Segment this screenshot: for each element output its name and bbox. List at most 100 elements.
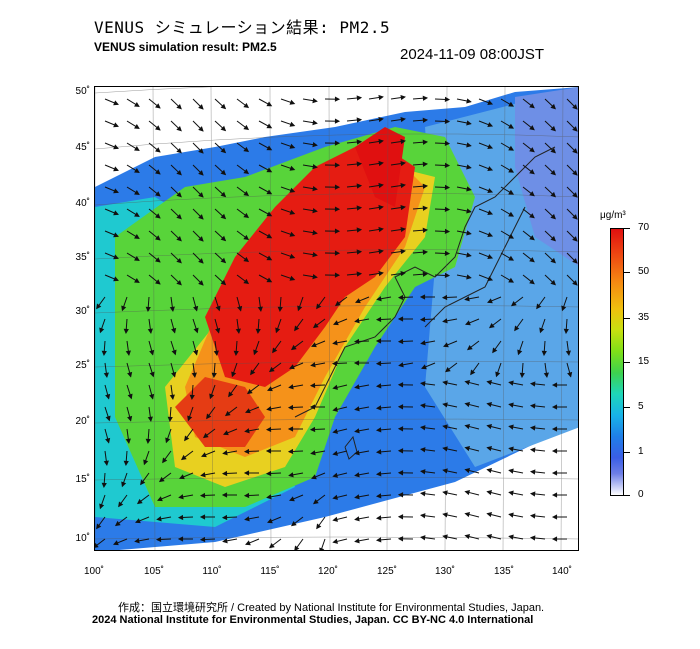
wind-arrow-head xyxy=(332,494,338,500)
wind-arrow-head xyxy=(543,372,549,378)
wind-arrow-head xyxy=(422,249,429,255)
wind-arrow-head xyxy=(134,538,140,544)
map-panel[interactable] xyxy=(94,86,579,551)
wind-arrow-head xyxy=(316,303,322,310)
wind-arrow-head xyxy=(266,406,272,412)
wind-arrow-head xyxy=(420,469,426,475)
wind-arrow-head xyxy=(145,306,151,313)
wind-arrow-head xyxy=(198,192,204,198)
wind-arrow-head xyxy=(332,450,338,456)
wind-arrow-head xyxy=(378,204,384,211)
wind-arrow-head xyxy=(508,468,514,474)
wind-arrow-head xyxy=(268,366,275,373)
wind-arrow-head xyxy=(311,474,317,480)
wind-arrow-head xyxy=(125,438,131,444)
wind-arrow-head xyxy=(243,278,250,285)
wind-arrow-head xyxy=(334,96,341,102)
wind-arrow-head xyxy=(155,213,161,219)
wind-arrow-head xyxy=(375,360,382,367)
wind-arrow-head xyxy=(550,169,556,176)
wind-arrow-head xyxy=(400,138,406,145)
wind-arrow-head xyxy=(529,381,536,387)
wind-arrow-head xyxy=(309,426,316,433)
wind-arrow-head xyxy=(550,213,556,220)
wind-arrow-head xyxy=(162,457,168,464)
wind-arrow-head xyxy=(444,140,451,147)
wind-arrow-head xyxy=(267,518,273,524)
wind-arrow-head xyxy=(551,404,558,410)
wind-arrow-head xyxy=(287,448,294,455)
wind-arrow-head xyxy=(422,117,429,123)
wind-arrow-head xyxy=(311,342,317,348)
wind-arrow-head xyxy=(397,470,404,476)
wind-arrow-head xyxy=(149,349,155,356)
wind-arrow-head xyxy=(127,393,133,400)
wind-arrow-head xyxy=(397,492,404,498)
wind-arrow-head xyxy=(487,144,494,150)
wind-arrow-head xyxy=(289,253,296,259)
wind-arrow-head xyxy=(444,250,451,257)
wind-arrow-head xyxy=(290,344,297,351)
wind-arrow-head xyxy=(572,192,578,198)
wind-arrow-head xyxy=(222,450,228,456)
wind-arrow-head xyxy=(134,211,140,217)
wind-arrow-head xyxy=(529,147,535,153)
wind-arrow-head xyxy=(508,189,515,195)
wind-arrow-head xyxy=(354,494,360,500)
wind-arrow-head xyxy=(422,139,429,145)
wind-arrow-head xyxy=(464,490,471,496)
wind-arrow-head xyxy=(155,125,161,131)
wind-arrow-head xyxy=(134,255,140,261)
wind-arrow-head xyxy=(514,325,520,332)
wind-arrow-head xyxy=(445,366,451,373)
wind-arrow-head xyxy=(255,328,261,335)
wind-arrow-head xyxy=(508,380,514,386)
wind-arrow-head xyxy=(113,100,119,106)
wind-arrow-head xyxy=(464,446,471,452)
wind-arrow-head xyxy=(155,169,161,175)
wind-arrow-head xyxy=(123,460,129,467)
wind-arrow-head xyxy=(550,279,556,286)
wind-arrow-head xyxy=(176,125,182,132)
wind-arrow-head xyxy=(539,327,545,334)
wind-arrow-head xyxy=(266,277,273,283)
lon-label-115: 115˚ xyxy=(260,566,280,577)
wind-arrow-head xyxy=(269,542,275,549)
wind-arrow-head xyxy=(420,535,426,541)
wind-arrow-head xyxy=(464,296,470,302)
wind-arrow-head xyxy=(376,296,382,302)
wind-arrow-head xyxy=(289,209,296,215)
wind-arrow-head xyxy=(486,512,492,518)
wind-arrow-head xyxy=(356,117,363,123)
wind-arrow-head xyxy=(101,350,107,357)
wind-arrow-head xyxy=(244,428,250,434)
wind-arrow-head xyxy=(442,318,448,324)
wind-arrow-head xyxy=(220,147,227,154)
wind-arrow xyxy=(320,538,326,550)
wind-arrow-head xyxy=(222,538,228,544)
wind-arrow-head xyxy=(121,305,127,312)
wind-arrow-head xyxy=(397,426,404,432)
wind-arrow-head xyxy=(198,148,204,154)
wind-arrow-head xyxy=(356,139,363,145)
wind-arrow-head xyxy=(529,257,535,263)
wind-arrow-head xyxy=(135,518,141,524)
wind-arrow-head xyxy=(220,213,227,220)
wind-arrow-head xyxy=(419,294,426,300)
wind-arrow-head xyxy=(191,372,197,378)
wind-arrow-head xyxy=(551,514,558,520)
wind-arrow-head xyxy=(422,227,429,233)
wind-arrow-head xyxy=(563,328,569,335)
wind-arrow-head xyxy=(529,447,536,453)
wind-arrow-head xyxy=(551,426,558,432)
wind-arrow-head xyxy=(486,380,492,386)
wind-arrow-head xyxy=(176,169,182,176)
wind-arrow-head xyxy=(243,492,250,499)
wind-arrow-head xyxy=(444,272,451,279)
wind-arrow-head xyxy=(550,103,556,110)
wind-arrow-head xyxy=(375,316,382,323)
wind-arrow-head xyxy=(114,520,121,527)
wind-arrow-head xyxy=(149,371,155,378)
wind-arrow-head xyxy=(105,393,111,400)
wind-arrow-head xyxy=(572,170,578,176)
